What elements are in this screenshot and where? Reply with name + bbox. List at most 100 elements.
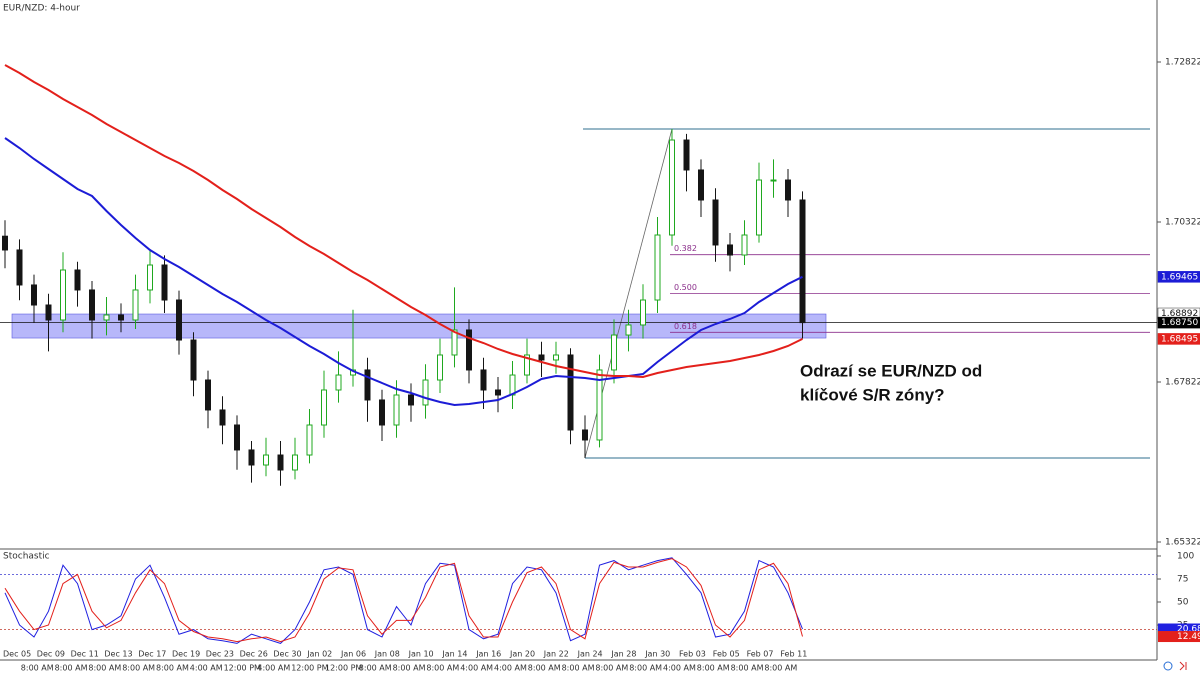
candle-body bbox=[553, 354, 559, 361]
candle-body bbox=[31, 284, 37, 306]
x-date-label: Dec 19 bbox=[172, 650, 200, 659]
candle-body bbox=[335, 374, 342, 391]
x-date-label: Feb 03 bbox=[679, 650, 706, 659]
x-date-label: Jan 02 bbox=[306, 650, 332, 659]
price-label: 1.68495 bbox=[1161, 334, 1198, 344]
x-date-label: Jan 14 bbox=[441, 650, 467, 659]
x-time-label: 8:00 AM bbox=[359, 664, 392, 673]
y-tick-label: 1.67822 bbox=[1165, 377, 1200, 387]
candle-body bbox=[640, 299, 646, 326]
stochastic-line bbox=[4, 558, 803, 643]
candle-body bbox=[364, 369, 371, 401]
candle-body bbox=[741, 234, 748, 256]
x-time-label: 4:00 AM bbox=[460, 664, 493, 673]
x-time-label: 8:00 AM bbox=[731, 664, 764, 673]
x-date-label: Jan 06 bbox=[340, 650, 366, 659]
x-time-label: 8:00 AM bbox=[764, 664, 797, 673]
x-date-label: Jan 10 bbox=[408, 650, 434, 659]
icon[interactable] bbox=[1179, 661, 1187, 671]
x-date-label: Dec 17 bbox=[138, 650, 166, 659]
sr-zone bbox=[11, 313, 827, 339]
x-date-label: Jan 22 bbox=[543, 650, 569, 659]
x-time-label: 8:00 AM bbox=[697, 664, 730, 673]
value-label-box bbox=[1158, 631, 1200, 643]
x-date-label: Jan 28 bbox=[610, 650, 636, 659]
candle-body bbox=[190, 339, 197, 381]
candle-body bbox=[219, 409, 226, 426]
candle-body bbox=[756, 179, 762, 236]
price-label-box bbox=[1157, 316, 1200, 329]
candle-body bbox=[582, 429, 588, 441]
fib-label: 0.618 bbox=[674, 322, 697, 331]
x-time-label: 8:00 AM bbox=[55, 664, 88, 673]
candle-body bbox=[509, 374, 516, 396]
candle-body bbox=[161, 264, 168, 301]
candle-body bbox=[538, 354, 545, 361]
x-time-label: 4:00 AM bbox=[663, 664, 696, 673]
y-tick-label: 75 bbox=[1177, 574, 1188, 584]
value-label: 20.68 bbox=[1177, 624, 1200, 634]
candle-body bbox=[292, 454, 298, 471]
price-label: 1.68750 bbox=[1161, 318, 1198, 328]
candle-body bbox=[234, 424, 240, 451]
icon[interactable] bbox=[1163, 661, 1173, 671]
x-time-label: 8:00 AM bbox=[629, 664, 662, 673]
candle-body bbox=[524, 354, 530, 376]
candle-body bbox=[306, 424, 313, 456]
candle-body bbox=[451, 329, 458, 356]
candle-body bbox=[683, 139, 690, 171]
candle-body bbox=[89, 289, 95, 321]
moving-average bbox=[4, 137, 803, 407]
x-date-label: Feb 11 bbox=[780, 650, 807, 659]
x-date-label: Dec 13 bbox=[104, 650, 132, 659]
candle-body bbox=[60, 269, 66, 321]
toolbar-icons[interactable] bbox=[1163, 661, 1187, 671]
candle-body bbox=[205, 379, 211, 411]
annotation: klíčové S/R zóny? bbox=[800, 385, 945, 404]
x-date-label: Feb 05 bbox=[713, 650, 740, 659]
candle-body bbox=[785, 179, 791, 201]
candle-body bbox=[770, 179, 777, 182]
price-label: 1.68892 bbox=[1161, 309, 1198, 319]
candle-body bbox=[567, 354, 574, 431]
candle-body bbox=[321, 389, 327, 426]
y-tick-label: 1.70322 bbox=[1165, 218, 1200, 228]
x-date-label: Jan 16 bbox=[475, 650, 501, 659]
x-time-label: 4:00 AM bbox=[257, 664, 290, 673]
annotation: Odrazí se EUR/NZD od bbox=[800, 361, 982, 380]
candle-body bbox=[669, 139, 675, 236]
candle-body bbox=[466, 329, 472, 371]
chart-title: EUR/NZD: 4-hour bbox=[3, 4, 80, 14]
price-label: 1.69465 bbox=[1161, 272, 1198, 282]
price-label-box bbox=[1157, 271, 1200, 283]
x-date-label: Jan 20 bbox=[509, 650, 535, 659]
candle-body bbox=[74, 269, 81, 291]
x-time-label: 8:00 AM bbox=[393, 664, 426, 673]
x-date-label: Dec 11 bbox=[71, 650, 99, 659]
candle-body bbox=[480, 369, 487, 391]
candle-body bbox=[712, 199, 719, 246]
x-date-label: Dec 26 bbox=[240, 650, 268, 659]
candle-body bbox=[408, 394, 414, 406]
candle-body bbox=[16, 249, 23, 286]
candle-body bbox=[379, 399, 385, 426]
y-tick-label: 100 bbox=[1177, 551, 1194, 561]
candle-body bbox=[103, 314, 110, 321]
x-time-label: 8:00 AM bbox=[426, 664, 459, 673]
candle-body bbox=[277, 454, 284, 471]
x-date-label: Dec 30 bbox=[273, 650, 301, 659]
candle-body bbox=[263, 454, 269, 466]
y-tick-label: 1.65322 bbox=[1165, 537, 1200, 547]
x-time-label: 8:00 AM bbox=[122, 664, 155, 673]
candle-body bbox=[654, 234, 661, 301]
x-time-label: 8:00 AM bbox=[562, 664, 595, 673]
candle-body bbox=[132, 289, 139, 321]
x-date-label: Jan 30 bbox=[644, 650, 670, 659]
x-time-label: 8:00 AM bbox=[156, 664, 189, 673]
x-date-label: Dec 09 bbox=[37, 650, 65, 659]
candle-body bbox=[248, 449, 255, 466]
candle-body bbox=[147, 264, 153, 291]
stochastic-line bbox=[4, 557, 803, 644]
x-date-label: Dec 05 bbox=[3, 650, 31, 659]
